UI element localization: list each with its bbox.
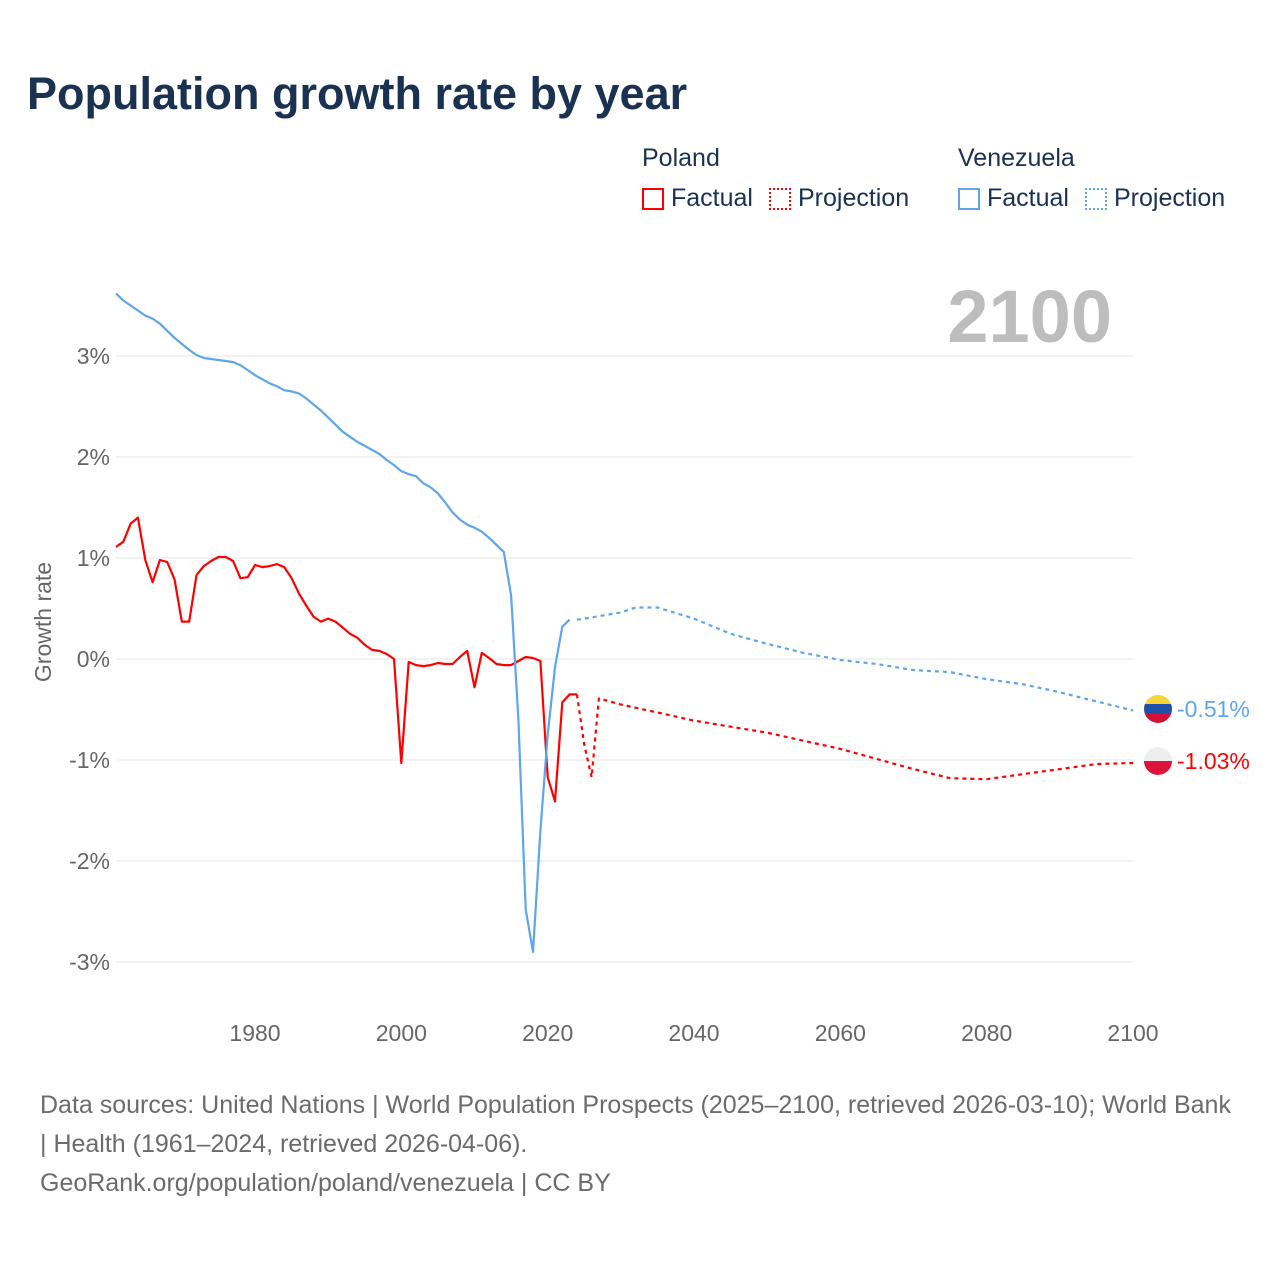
poland-end-value: -1.03% — [1177, 748, 1250, 774]
legend-poland-factual[interactable]: Factual — [642, 184, 753, 213]
legend-venezuela-factual[interactable]: Factual — [958, 184, 1069, 213]
y-tick-label: 3% — [77, 343, 110, 369]
venezuela-projection-line — [576, 606, 1134, 712]
source-note: Data sources: United Nations | World Pop… — [40, 1086, 1240, 1203]
y-tick-label: 2% — [77, 444, 110, 470]
legend-swatch-dotted — [1084, 187, 1107, 210]
source-link[interactable]: GeoRank.org/population/poland/venezuela … — [40, 1169, 611, 1197]
x-tick-label: 2060 — [815, 1020, 866, 1046]
y-tick-label: 1% — [77, 545, 110, 571]
legend-poland-title: Poland — [642, 144, 720, 172]
current-year-label: 2100 — [947, 275, 1112, 358]
y-tick-label: -1% — [69, 747, 110, 773]
y-axis-label: Growth rate — [30, 562, 56, 682]
legend-swatch-solid — [642, 187, 664, 210]
legend-venezuela-projection[interactable]: Projection — [1084, 184, 1226, 213]
venezuela-end-value: -0.51% — [1177, 696, 1250, 722]
y-tick-label: -2% — [69, 848, 110, 874]
venezuela-factual-line — [115, 292, 571, 954]
legend-swatch-dotted — [768, 187, 791, 210]
legend-poland-projection[interactable]: Projection — [768, 184, 910, 213]
y-tick-label: 0% — [77, 646, 110, 672]
legend-label: Factual — [987, 184, 1069, 212]
x-tick-label: 2080 — [961, 1020, 1012, 1046]
y-tick-label: -3% — [69, 949, 110, 975]
venezuela-flag-icon — [1144, 695, 1172, 723]
legend-label: Projection — [797, 184, 910, 212]
source-text: Data sources: United Nations | World Pop… — [40, 1091, 1231, 1158]
legend-label: Factual — [671, 184, 753, 212]
poland-flag-icon — [1144, 747, 1172, 775]
legend-venezuela-title: Venezuela — [958, 144, 1075, 172]
x-tick-label: 2020 — [522, 1020, 573, 1046]
chart-title: Population growth rate by year — [27, 68, 688, 119]
x-tick-label: 2100 — [1107, 1020, 1158, 1046]
x-tick-label: 2040 — [668, 1020, 719, 1046]
poland-projection-line — [575, 694, 1134, 781]
legend-swatch-solid — [958, 187, 980, 210]
legend-venezuela: Venezuela Factual Projection — [958, 144, 1241, 213]
poland-factual-line — [115, 516, 577, 803]
legend-label: Projection — [1113, 184, 1226, 212]
x-tick-label: 2000 — [376, 1020, 427, 1046]
x-tick-label: 1980 — [229, 1020, 280, 1046]
legend-poland: Poland Factual Projection — [642, 144, 925, 213]
